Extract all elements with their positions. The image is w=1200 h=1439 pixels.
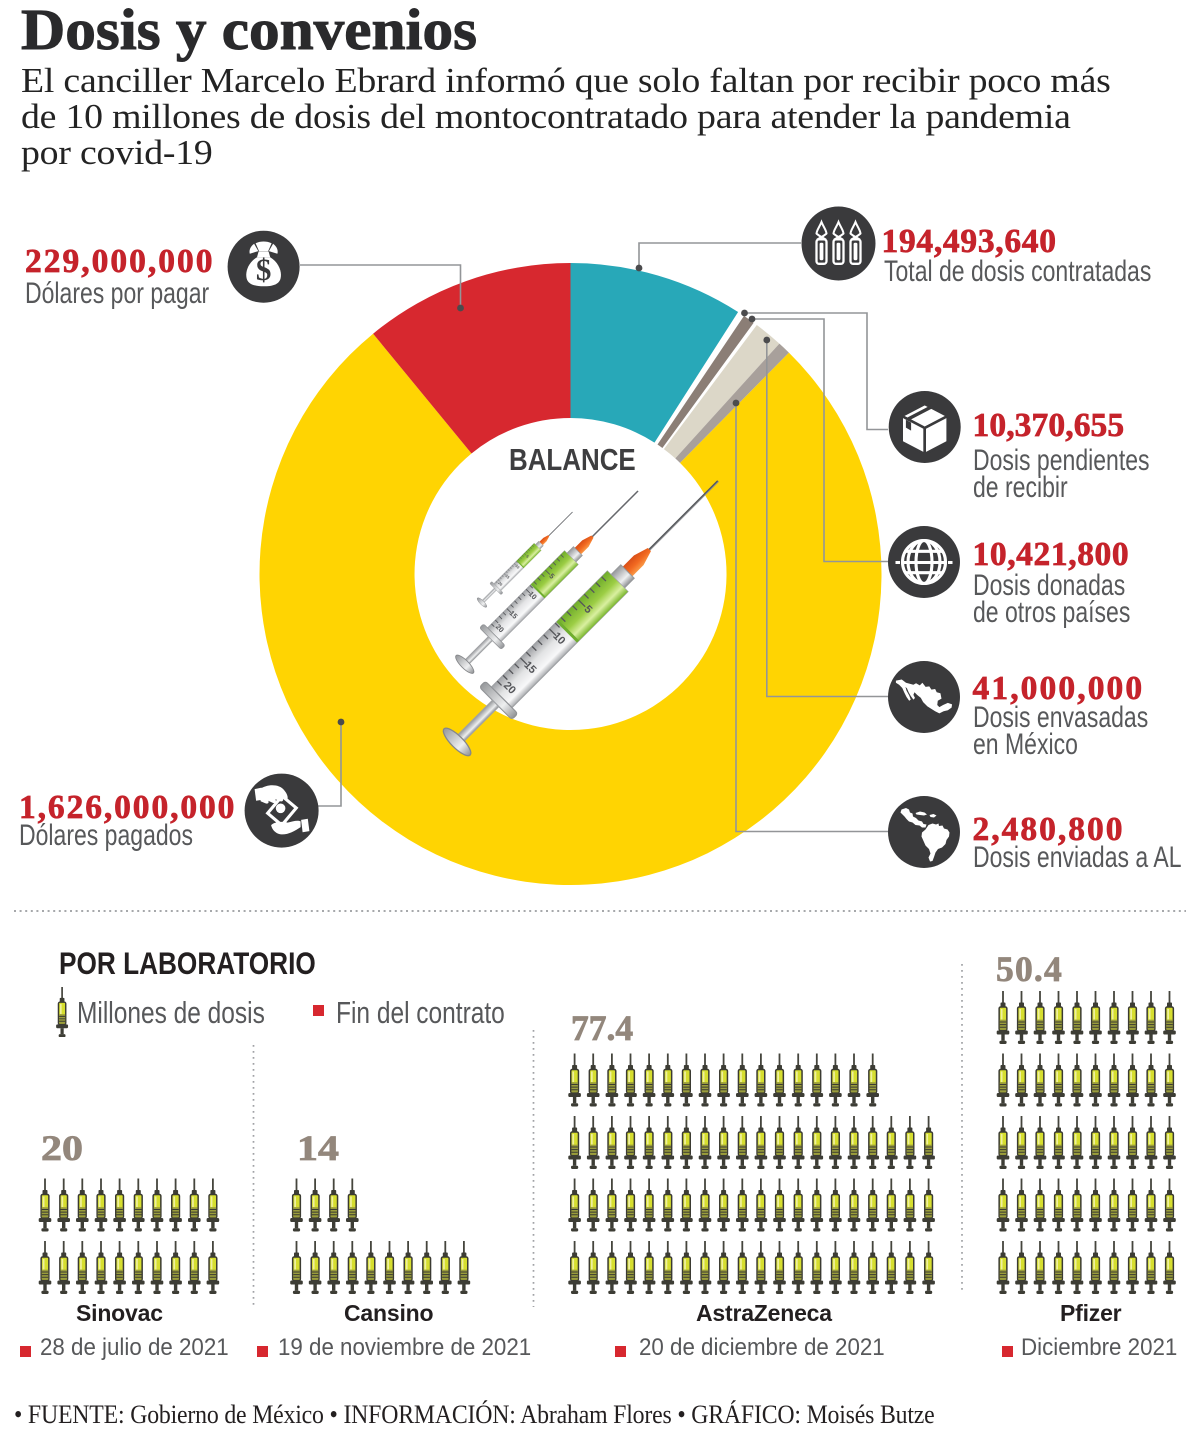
svg-text:$: $ [256, 252, 272, 287]
